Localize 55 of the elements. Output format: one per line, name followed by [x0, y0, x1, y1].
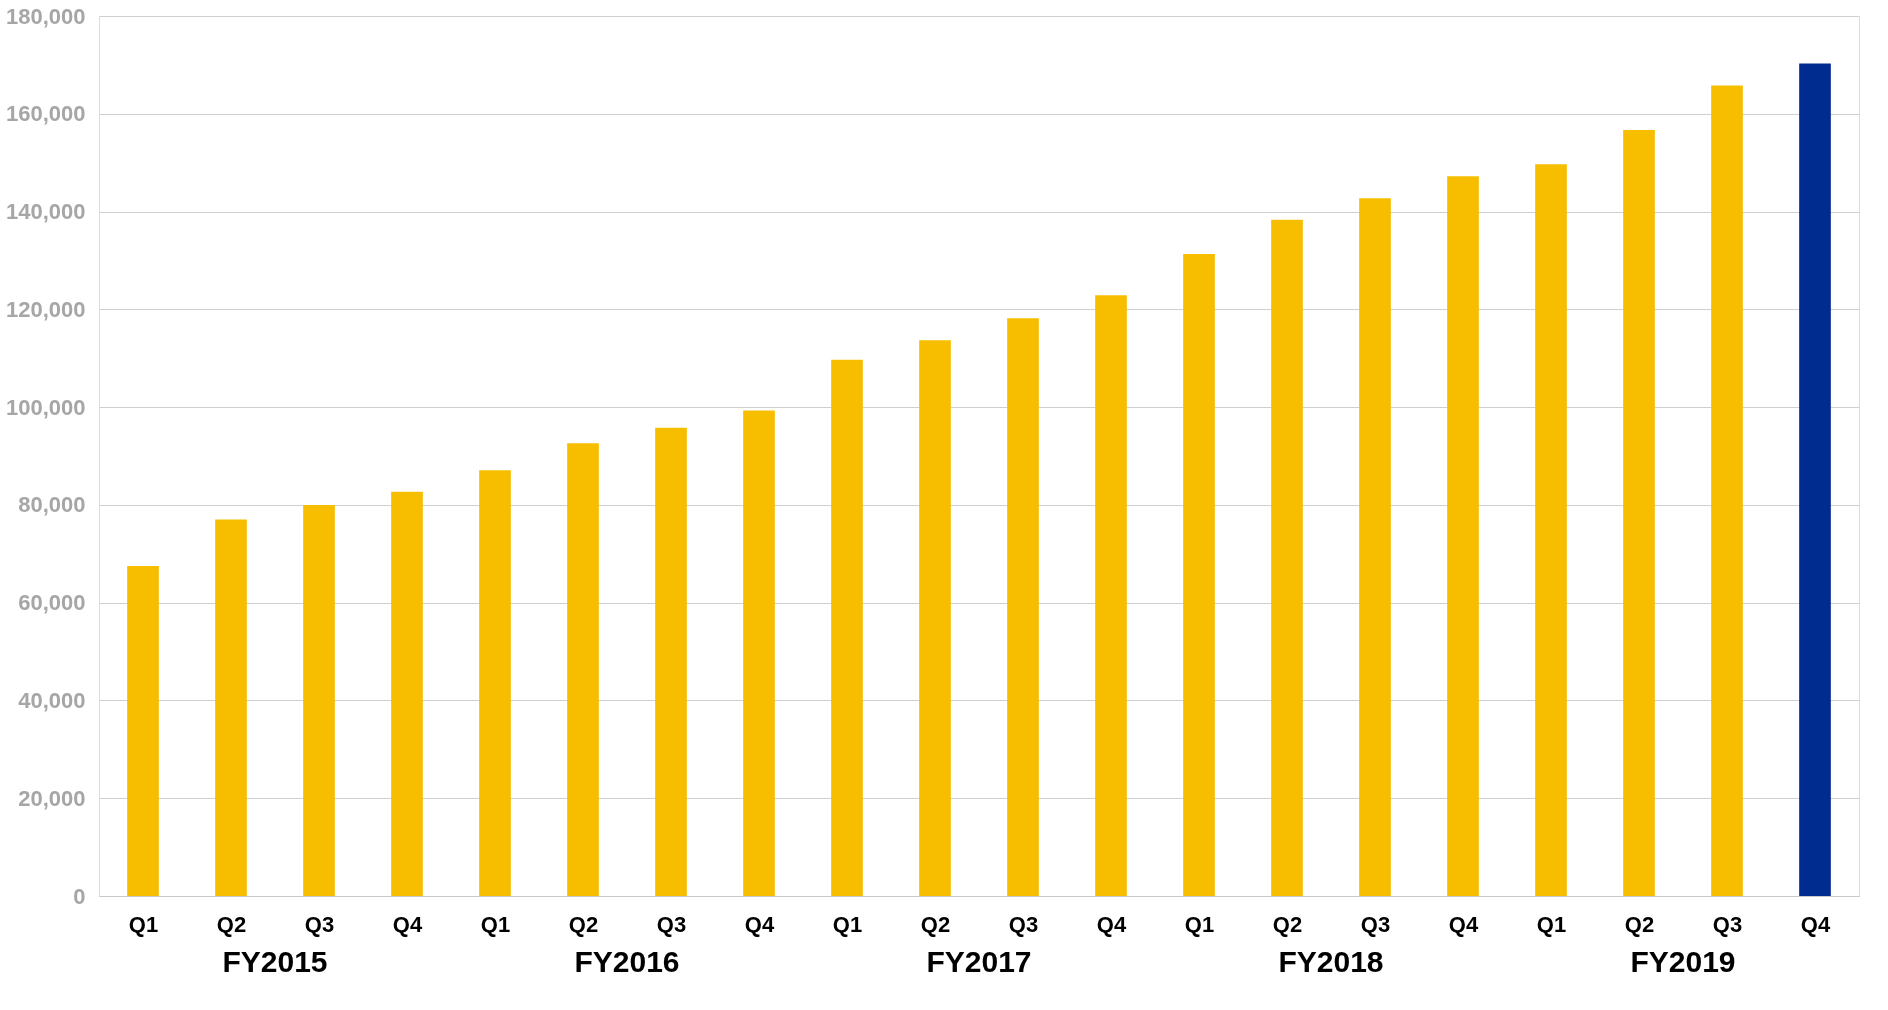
x-tick-label: Q2 [216, 911, 247, 937]
x-tick-label: Q2 [1624, 911, 1655, 937]
bar [1535, 164, 1567, 896]
y-tick-label: 160,000 [5, 101, 86, 127]
bar [1447, 176, 1479, 896]
x-tick-label: Q1 [128, 911, 159, 937]
bar [215, 519, 247, 896]
y-tick-label: 180,000 [5, 3, 86, 29]
bar [479, 470, 511, 896]
bar [1799, 63, 1831, 896]
x-tick-label: Q3 [1008, 911, 1039, 937]
y-tick-label: 40,000 [18, 687, 86, 713]
x-tick-label: Q3 [1360, 911, 1391, 937]
y-tick-label: 100,000 [5, 394, 86, 420]
x-tick-label: Q3 [656, 911, 687, 937]
bar [1359, 198, 1391, 896]
bar [1007, 318, 1039, 896]
bar [1623, 129, 1655, 896]
x-tick-label: Q4 [392, 911, 423, 937]
bar [919, 340, 951, 896]
x-tick-label: Q2 [920, 911, 951, 937]
x-tick-label: Q2 [1272, 911, 1303, 937]
x-tick-label: Q4 [744, 911, 775, 937]
bar [1183, 254, 1215, 896]
x-tick-label: Q4 [1448, 911, 1479, 937]
x-tick-label: Q3 [304, 911, 335, 937]
text: FY2019 [1630, 945, 1736, 978]
y-tick-label: 0 [73, 883, 86, 909]
bar [743, 410, 775, 896]
bar [303, 504, 335, 896]
bar [831, 359, 863, 896]
bar [1271, 219, 1303, 896]
y-tick-label: 20,000 [18, 785, 86, 811]
x-tick-label: Q1 [832, 911, 863, 937]
bar [391, 491, 423, 896]
x-tick-label: Q2 [568, 911, 599, 937]
x-tick-label: Q1 [1184, 911, 1215, 937]
x-tick-label: Q4 [1096, 911, 1127, 937]
text: FY2017 [926, 945, 1032, 978]
bar [127, 566, 159, 896]
y-tick-label: 120,000 [5, 296, 86, 322]
x-tick-label: Q1 [480, 911, 511, 937]
y-tick-label: 60,000 [18, 590, 86, 616]
y-tick-label: 140,000 [5, 199, 86, 225]
x-tick-label: Q4 [1800, 911, 1831, 937]
bar [567, 443, 599, 896]
bar [1711, 85, 1743, 896]
text: FY2015 [222, 945, 328, 978]
bar [655, 427, 687, 896]
text: FY2018 [1278, 945, 1384, 978]
y-tick-label: 80,000 [18, 492, 86, 518]
x-tick-label: Q3 [1712, 911, 1743, 937]
text: FY2016 [574, 945, 680, 978]
x-tick-label: Q1 [1536, 911, 1567, 937]
bar [1095, 295, 1127, 896]
